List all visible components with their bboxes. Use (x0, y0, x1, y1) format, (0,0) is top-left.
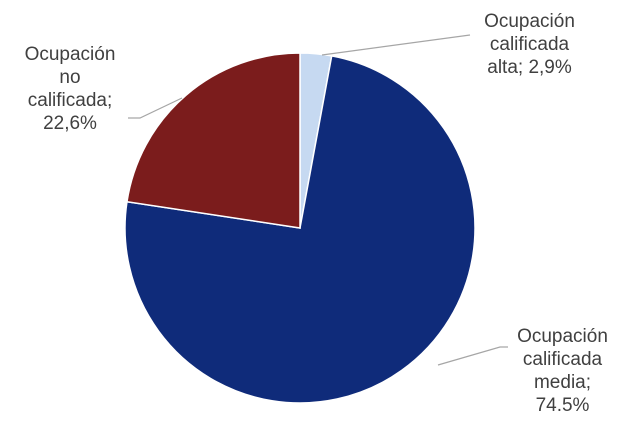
data-label: Ocupación no calificada; 22,6% (24, 44, 116, 134)
leader-line (437, 346, 508, 366)
pie-slice (124, 55, 476, 404)
data-label: Ocupación calificada alta; 2,9% (484, 11, 575, 78)
leader-line (128, 97, 183, 119)
leader-line (321, 34, 471, 56)
pie (124, 52, 476, 404)
data-label: Ocupación calificada media; 74.5% (517, 326, 608, 416)
pie-slice (126, 52, 301, 229)
